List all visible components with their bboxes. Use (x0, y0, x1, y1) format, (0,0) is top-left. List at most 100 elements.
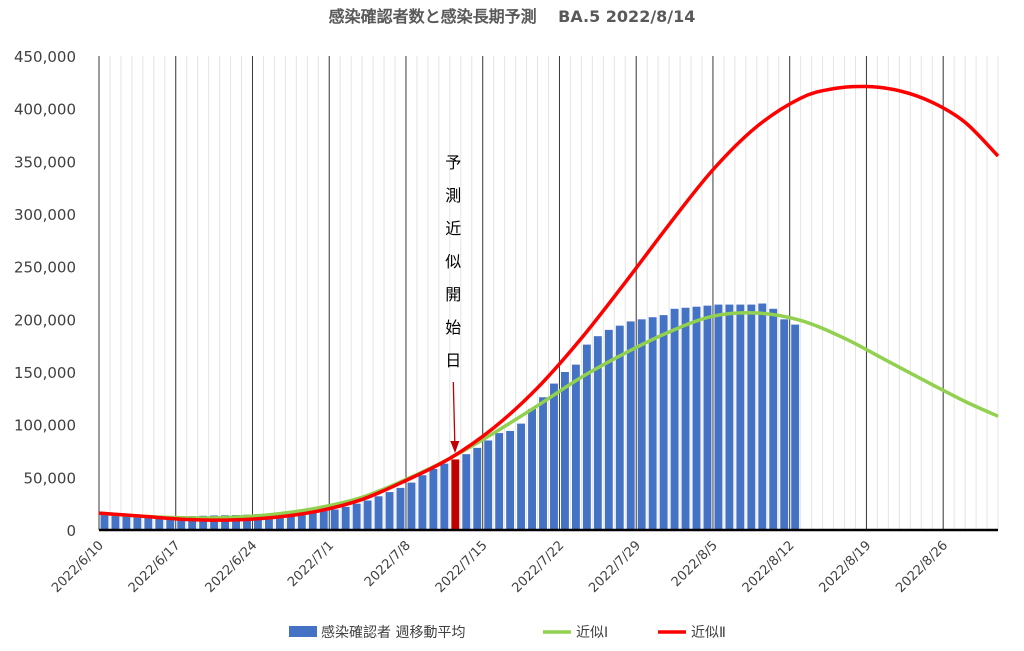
bar (385, 492, 394, 530)
x-tick-label: 2022/6/17 (126, 538, 184, 596)
bar (286, 512, 295, 530)
y-tick-label: 50,000 (24, 469, 77, 487)
bar (451, 459, 460, 530)
bar (593, 336, 602, 530)
bar (692, 306, 701, 530)
annotation-arrow-line (452, 381, 456, 444)
y-tick-label: 300,000 (14, 206, 76, 224)
y-tick-label: 200,000 (14, 311, 76, 329)
x-tick-label: 2022/8/26 (893, 538, 951, 596)
legend: 感染確認者 週移動平均 近似Ⅰ 近似Ⅱ (289, 624, 726, 641)
bar (166, 516, 175, 530)
bar (429, 468, 438, 530)
bar (177, 516, 186, 530)
legend-line-label: 近似Ⅰ (576, 625, 608, 641)
bar (418, 475, 427, 530)
x-tick-label: 2022/8/5 (669, 538, 721, 590)
bar (111, 515, 120, 530)
bar (319, 511, 328, 530)
bar (747, 304, 756, 530)
y-tick-label: 450,000 (14, 48, 76, 66)
bar (264, 513, 273, 530)
y-tick-label: 400,000 (14, 101, 76, 119)
x-tick-label: 2022/7/15 (433, 538, 491, 596)
y-tick-label: 350,000 (14, 153, 76, 171)
bar (528, 408, 537, 530)
x-tick-label: 2022/7/1 (285, 538, 337, 590)
bar (550, 383, 558, 530)
annotation-arrowhead (450, 441, 460, 453)
bar (539, 397, 547, 530)
bar (232, 515, 240, 530)
x-tick-label: 2022/7/8 (362, 538, 414, 590)
bar (648, 317, 657, 530)
bar (725, 304, 734, 530)
bar (254, 514, 262, 530)
bar (473, 447, 482, 530)
x-tick-label: 2022/7/22 (510, 538, 568, 596)
bar (659, 315, 668, 530)
bar (275, 513, 284, 530)
legend-bar-swatch (289, 626, 317, 637)
bar (670, 308, 679, 530)
bar (604, 329, 613, 530)
chart-title: 感染確認者数と感染長期予測 BA.5 2022/8/14 (329, 7, 696, 26)
bar (210, 515, 219, 530)
annotation: 予測近似開始日 (445, 153, 461, 453)
x-tick-label: 2022/6/24 (203, 538, 261, 596)
legend-line-label: 近似Ⅱ (691, 625, 726, 641)
x-tick-label: 2022/6/10 (49, 538, 107, 596)
x-tick-label: 2022/8/12 (740, 538, 798, 596)
bar (714, 304, 723, 530)
bar (133, 516, 142, 530)
bar (517, 423, 526, 530)
bar (626, 321, 635, 530)
bar (736, 304, 745, 530)
bar (758, 303, 767, 530)
x-axis: 2022/6/10 2022/6/17 2022/6/24 2022/7/1 2022/… (49, 538, 951, 596)
x-tick-label: 2022/7/29 (586, 538, 644, 596)
bar (615, 325, 624, 530)
bar (681, 307, 690, 530)
bar (440, 463, 449, 530)
bar (582, 344, 591, 530)
grid (98, 56, 999, 530)
line-series (98, 84, 1000, 522)
bar (352, 503, 361, 530)
bar (308, 511, 317, 530)
bar (769, 308, 778, 530)
bar (155, 517, 164, 530)
y-tick-label: 100,000 (14, 417, 76, 435)
y-tick-label: 0 (66, 522, 76, 540)
bar (363, 500, 372, 530)
bar (495, 433, 504, 530)
bar (199, 515, 208, 530)
annotation-text: 予測近似開始日 (445, 153, 461, 370)
bar (221, 515, 230, 530)
bar (122, 516, 131, 530)
bar (560, 372, 569, 530)
bar (341, 506, 350, 530)
bar (243, 514, 251, 530)
bar (297, 512, 306, 530)
y-axis: 0 50,000 100,000 150,000 200,000 250,000 300,0… (14, 48, 76, 540)
bar (462, 454, 471, 530)
bar (506, 430, 515, 530)
bar (100, 514, 109, 530)
series-approx-1-line (98, 311, 999, 520)
bar (484, 440, 493, 530)
bar (637, 319, 646, 530)
bar-series (100, 303, 800, 530)
bar (791, 324, 800, 530)
plot-area (98, 56, 1000, 532)
x-tick-label: 2022/8/19 (817, 538, 875, 596)
series-approx-2-line (98, 84, 1000, 522)
bar (374, 496, 383, 530)
bar (144, 516, 153, 530)
bar (703, 305, 712, 530)
bar (571, 364, 580, 530)
y-tick-label: 250,000 (14, 259, 76, 277)
bar (330, 509, 339, 530)
bar (780, 319, 789, 530)
